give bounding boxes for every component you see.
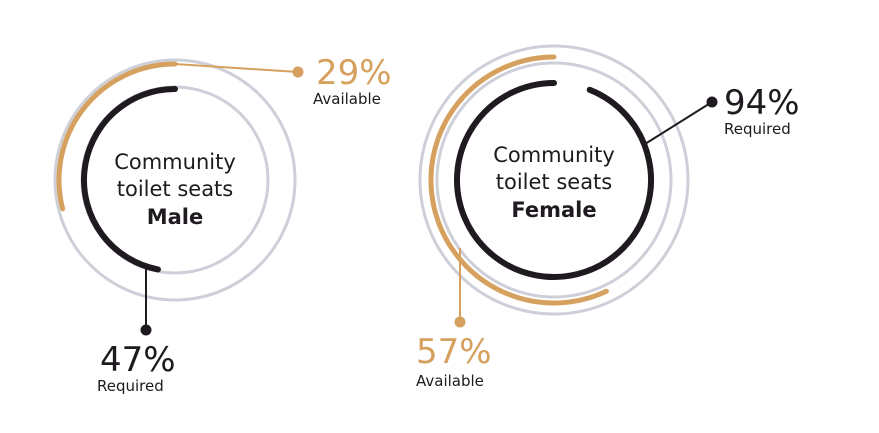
male-available-label: Available (313, 90, 381, 108)
male-available-pct: 29% (316, 53, 392, 93)
male-center-line-1: Community (114, 150, 236, 174)
female-available-label: Available (416, 372, 484, 390)
male-chart: Community toilet seats Male 29% Availabl… (53, 53, 392, 395)
male-outer-track (53, 58, 297, 302)
female-required-dot (706, 96, 718, 108)
male-required-pct: 47% (100, 340, 176, 380)
male-center-line-3: Male (147, 205, 204, 229)
female-inner-track (435, 61, 673, 299)
female-required-pct: 94% (724, 83, 800, 123)
female-chart: Community toilet seats Female 94% Requir… (416, 44, 800, 390)
female-available-pct: 57% (416, 332, 492, 372)
female-available-dot (454, 316, 466, 328)
female-center-line-3: Female (511, 198, 596, 222)
female-outer-track (418, 44, 690, 316)
male-available-dot (292, 66, 304, 78)
female-center-line-2: toilet seats (496, 170, 612, 194)
female-required-arc (454, 80, 654, 280)
female-required-leader (644, 101, 713, 145)
male-required-label: Required (97, 377, 164, 395)
male-available-leader (174, 63, 299, 73)
female-center-line-1: Community (493, 143, 615, 167)
male-required-arc (80, 86, 178, 273)
female-required-label: Required (724, 120, 791, 138)
male-required-dot (140, 324, 152, 336)
male-available-arc (56, 61, 178, 212)
male-center-line-2: toilet seats (117, 177, 233, 201)
female-available-arc (428, 54, 609, 306)
